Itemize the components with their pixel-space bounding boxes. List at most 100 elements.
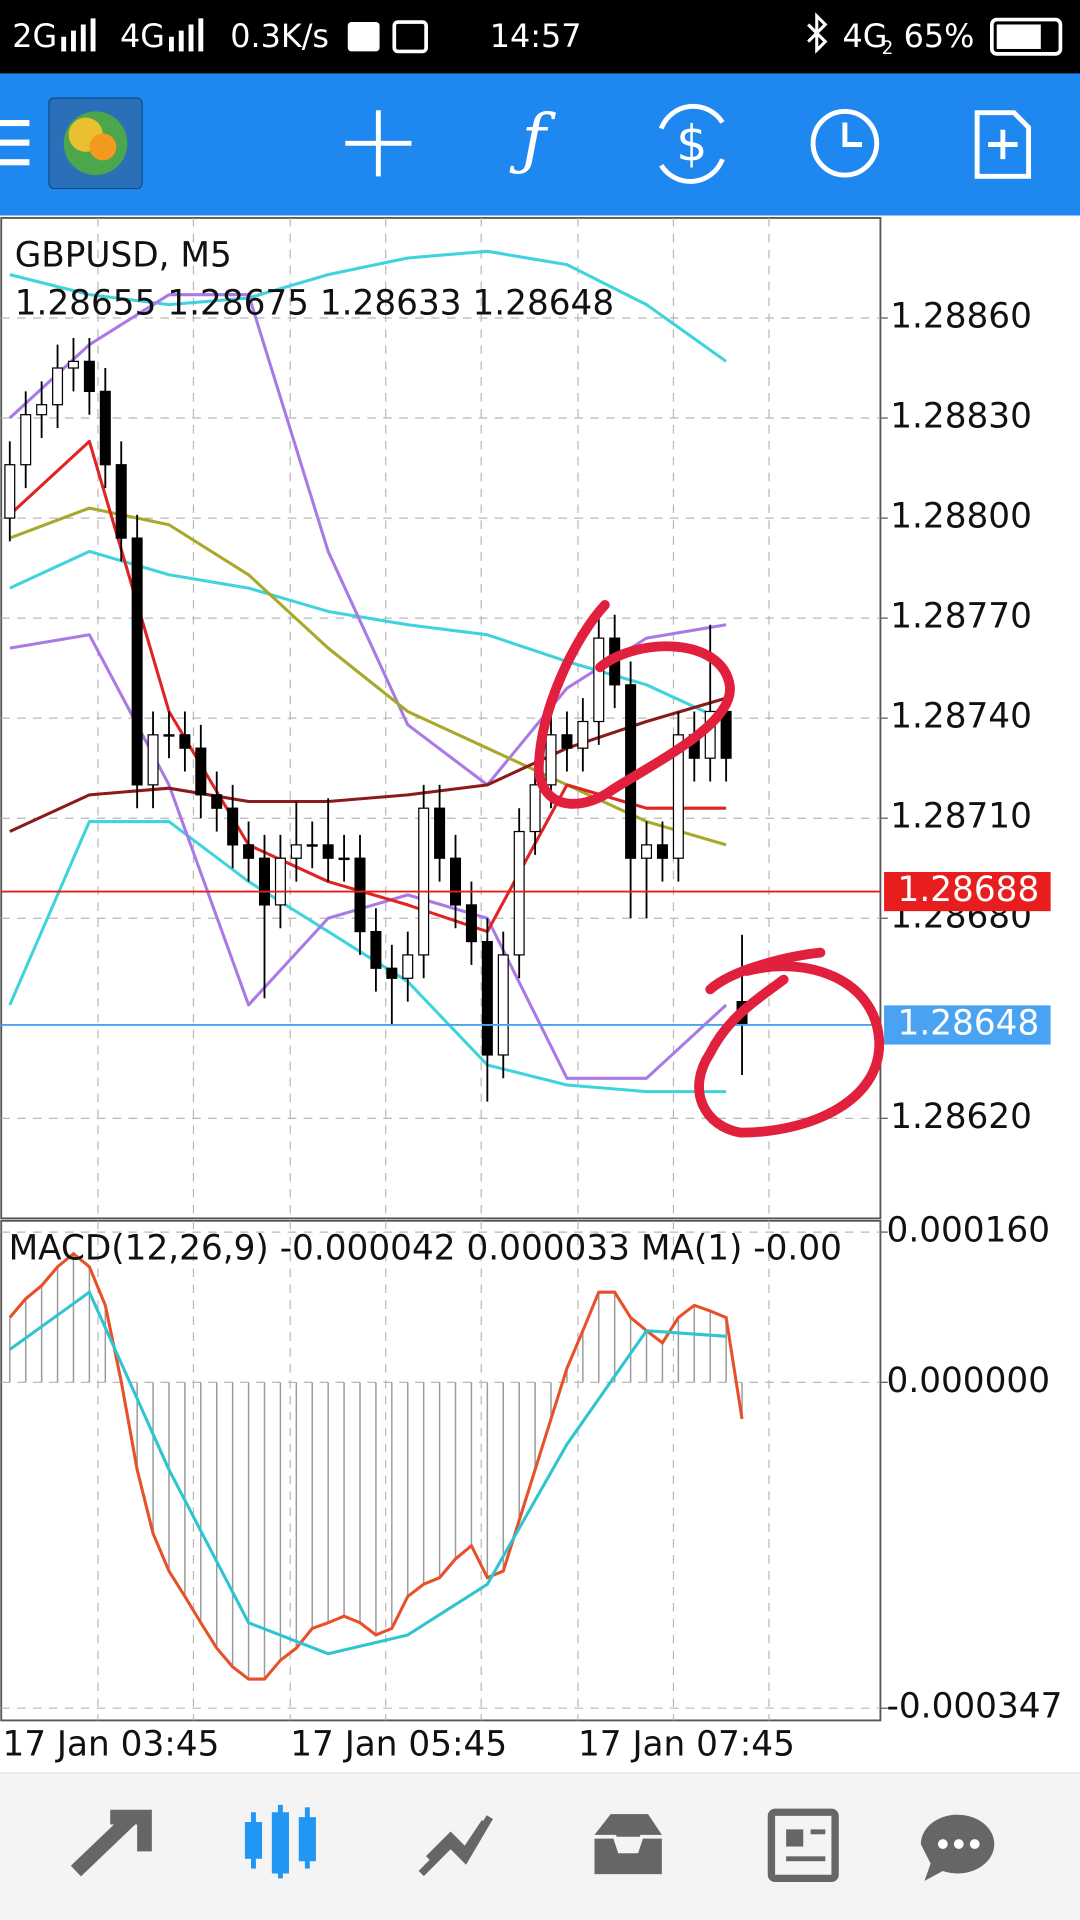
candle-body bbox=[561, 734, 573, 749]
candle-body bbox=[115, 464, 127, 539]
time-label: 17 Jan 05:45 bbox=[290, 1725, 507, 1765]
candle-body bbox=[370, 930, 382, 969]
macd-line bbox=[8, 1251, 744, 1681]
symbol-label: GBPUSD, M5 bbox=[15, 236, 232, 276]
candle-body bbox=[418, 807, 430, 956]
indicator-line bbox=[9, 696, 727, 833]
notification-icon bbox=[392, 20, 428, 54]
network-label: 2G bbox=[12, 17, 57, 55]
ask-marker bbox=[884, 1005, 1051, 1045]
candle-body bbox=[513, 830, 525, 956]
candle-body bbox=[99, 390, 111, 466]
menu-button[interactable] bbox=[0, 120, 30, 166]
candle-body bbox=[720, 710, 732, 759]
signal-icon bbox=[168, 18, 204, 52]
ask-label: 1.28648 bbox=[898, 1003, 1040, 1043]
candle-body bbox=[656, 844, 668, 859]
indicator-line bbox=[9, 633, 728, 1080]
candle-body bbox=[593, 637, 605, 723]
macd-tick-label: 0.000160 bbox=[887, 1211, 1051, 1251]
clock: 14:57 bbox=[490, 17, 582, 55]
macd-tick-label: -0.000347 bbox=[887, 1687, 1063, 1727]
messages-tab[interactable] bbox=[920, 1814, 995, 1881]
network-label: 4G bbox=[842, 17, 887, 55]
y-tick-label: 1.28830 bbox=[890, 397, 1032, 437]
battery-label: 65% bbox=[904, 17, 975, 55]
period-button[interactable] bbox=[810, 108, 880, 178]
indicator-line bbox=[9, 249, 728, 363]
candle-body bbox=[20, 414, 32, 466]
toolbar bbox=[0, 73, 1080, 216]
battery-level bbox=[996, 24, 1041, 49]
candle-body bbox=[179, 734, 191, 749]
y-tick-label: 1.28620 bbox=[890, 1097, 1032, 1137]
speed-label: 0.3K/s bbox=[230, 17, 329, 55]
y-tick-label: 1.28740 bbox=[890, 697, 1032, 737]
candle-body bbox=[497, 954, 509, 1056]
bluetooth-icon bbox=[807, 12, 828, 54]
macd-tick-label: 0.000000 bbox=[887, 1361, 1051, 1401]
quotes-tab[interactable] bbox=[70, 1809, 152, 1877]
y-tick-label: 1.28710 bbox=[890, 797, 1032, 837]
battery-icon bbox=[990, 17, 1063, 56]
bid-label: 1.28688 bbox=[898, 870, 1040, 910]
candle-body bbox=[641, 844, 653, 859]
candle-body bbox=[4, 464, 16, 519]
candle-body bbox=[147, 734, 159, 786]
candle-body bbox=[195, 747, 207, 796]
candle-body bbox=[243, 844, 255, 859]
candle-body bbox=[131, 537, 143, 786]
network-label: 4G bbox=[120, 17, 165, 55]
candle-body bbox=[274, 857, 286, 906]
notification-icon bbox=[347, 22, 380, 52]
candle-body bbox=[434, 807, 446, 859]
network-sub: 2 bbox=[882, 38, 894, 59]
candle-body bbox=[386, 967, 398, 979]
candle-body bbox=[322, 844, 334, 859]
ohlc-label: 1.28655 1.28675 1.28633 1.28648 bbox=[15, 283, 614, 323]
indicator-line bbox=[9, 506, 727, 847]
candle-body bbox=[163, 734, 175, 737]
time-label: 17 Jan 07:45 bbox=[578, 1725, 795, 1765]
history-tab[interactable] bbox=[590, 1810, 666, 1878]
candle-body bbox=[83, 360, 95, 392]
candle-body bbox=[290, 844, 302, 859]
app-logo[interactable] bbox=[48, 97, 143, 190]
chart-tab[interactable] bbox=[244, 1804, 316, 1879]
candle-body bbox=[577, 720, 589, 749]
signal-icon bbox=[61, 18, 96, 52]
indicator-line bbox=[9, 549, 727, 723]
macd-frame bbox=[0, 1219, 882, 1722]
candle-body bbox=[211, 794, 223, 809]
candle-body bbox=[672, 734, 684, 859]
candle-body bbox=[258, 857, 270, 906]
macd-title: MACD(12,26,9) -0.000042 0.000033 MA(1) -… bbox=[9, 1229, 842, 1269]
crosshair-button[interactable] bbox=[345, 110, 412, 177]
candle-body bbox=[67, 360, 79, 369]
news-tab[interactable] bbox=[767, 1808, 839, 1883]
candle-body bbox=[481, 940, 493, 1056]
candle-body bbox=[402, 954, 414, 979]
y-tick-label: 1.28860 bbox=[890, 297, 1032, 337]
new-order-button[interactable] bbox=[974, 110, 1032, 179]
candle-body bbox=[545, 734, 557, 786]
candle-body bbox=[465, 904, 477, 943]
bottom-nav bbox=[0, 1773, 1080, 1920]
y-tick-label: 1.28770 bbox=[890, 597, 1032, 637]
y-tick-label: 1.28800 bbox=[890, 497, 1032, 537]
candle-body bbox=[306, 844, 318, 847]
trade-tab[interactable] bbox=[418, 1815, 493, 1877]
indicator-line bbox=[8, 820, 727, 1094]
trade-button[interactable]: $ bbox=[658, 103, 725, 184]
candle-body bbox=[529, 784, 541, 833]
candle-body bbox=[52, 367, 64, 406]
candle-body bbox=[450, 857, 462, 906]
candle-body bbox=[338, 857, 350, 861]
candle-body bbox=[227, 807, 239, 846]
bid-marker bbox=[884, 871, 1051, 912]
time-label: 17 Jan 03:45 bbox=[2, 1725, 219, 1765]
signal-line bbox=[8, 1289, 727, 1656]
svg-text:$: $ bbox=[676, 115, 707, 172]
